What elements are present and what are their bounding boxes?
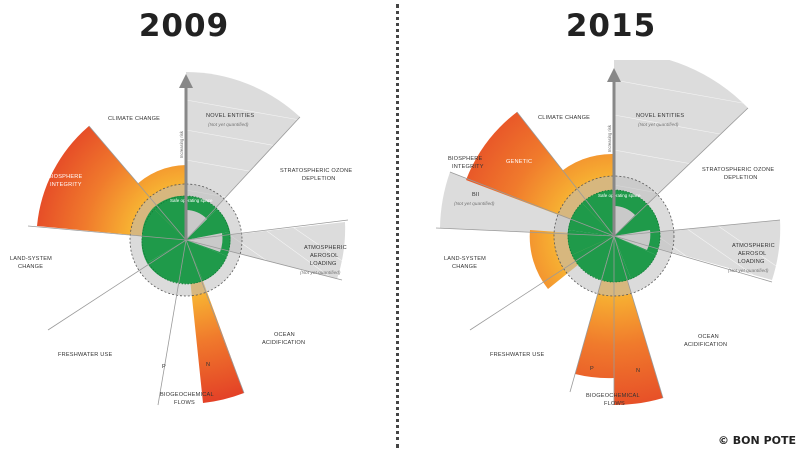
label-atmospheric-note: (Not yet quantified): [728, 268, 769, 274]
credit-label: © BON POTE: [717, 434, 796, 447]
label-ocean-1: OCEAN: [698, 334, 719, 340]
title-2009: 2009: [138, 8, 230, 44]
label-land-system-1: LAND-SYSTEM: [444, 256, 486, 262]
label-atmospheric-2: AEROSOL: [738, 251, 766, 257]
axis-arrowhead: [179, 74, 193, 88]
label-biosphere-1: BIOSPHERE: [448, 156, 483, 162]
label-genetic: GENETIC: [506, 159, 532, 165]
label-biogeochemical-1: BIOGEOCHEMICAL: [586, 393, 640, 399]
label-p: P: [590, 366, 594, 372]
label-climate-change: CLIMATE CHANGE: [538, 115, 590, 121]
safe-space-label: Safe operating space: [170, 198, 213, 203]
label-freshwater: FRESHWATER USE: [490, 352, 544, 358]
label-biogeochemical-2: FLOWS: [604, 401, 625, 407]
label-stratospheric-2: DEPLETION: [302, 176, 336, 182]
label-atmospheric-3: LOADING: [738, 259, 765, 265]
label-biosphere-2: INTEGRITY: [452, 164, 484, 170]
sector-dividers: [27, 116, 349, 406]
label-p: P: [162, 364, 166, 370]
label-stratospheric-1: STRATOSPHERIC OZONE: [280, 168, 352, 174]
sector-dividers: [435, 107, 781, 405]
title-2015: 2015: [565, 8, 657, 44]
label-climate-change: CLIMATE CHANGE: [108, 116, 160, 122]
label-bii: BII: [472, 192, 480, 198]
label-atmospheric-3: LOADING: [310, 261, 337, 267]
label-atmospheric-note: (Not yet quantified): [300, 270, 341, 276]
label-bii-note: (Not yet quantified): [454, 201, 495, 207]
label-stratospheric-1: STRATOSPHERIC OZONE: [702, 167, 774, 173]
label-novel-entities: NOVEL ENTITIES: [206, 113, 254, 119]
outer-dashed-ring: [129, 183, 243, 297]
label-atmospheric-1: ATMOSPHERIC: [732, 243, 775, 249]
label-n: N: [636, 368, 640, 374]
label-atmospheric-2: AEROSOL: [310, 253, 338, 259]
axis-label: Increasing risk: [607, 124, 612, 152]
label-n: N: [206, 362, 210, 368]
label-biogeochemical-1: BIOGEOCHEMICAL: [160, 392, 214, 398]
label-biosphere-2: INTEGRITY: [50, 182, 82, 188]
label-novel-entities-note: (Not yet quantified): [208, 122, 249, 128]
label-land-system-1: LAND-SYSTEM: [10, 256, 52, 262]
label-ocean-2: ACIDIFICATION: [684, 342, 727, 348]
label-ocean-1: OCEAN: [274, 332, 295, 338]
boundaries-diagram-2015: Safe operating space Increasing risk CLI…: [435, 60, 781, 407]
boundaries-diagram-2009: Safe operating space Increasing risk CLI…: [10, 72, 352, 406]
label-novel-entities: NOVEL ENTITIES: [636, 113, 684, 119]
axis-arrowhead: [607, 68, 621, 82]
label-novel-entities-note: (Not yet quantified): [638, 122, 679, 128]
label-freshwater: FRESHWATER USE: [58, 352, 112, 358]
label-biosphere-1: BIOSPHERE: [48, 174, 83, 180]
axis-label: Increasing risk: [179, 130, 184, 158]
dotted-divider: [396, 4, 399, 448]
label-biogeochemical-2: FLOWS: [174, 400, 195, 406]
label-stratospheric-2: DEPLETION: [724, 175, 758, 181]
safe-space-label: Safe operating space: [598, 193, 641, 198]
label-land-system-2: CHANGE: [18, 264, 43, 270]
label-atmospheric-1: ATMOSPHERIC: [304, 245, 347, 251]
outer-dashed-ring: [553, 175, 675, 297]
label-land-system-2: CHANGE: [452, 264, 477, 270]
label-ocean-2: ACIDIFICATION: [262, 340, 305, 346]
